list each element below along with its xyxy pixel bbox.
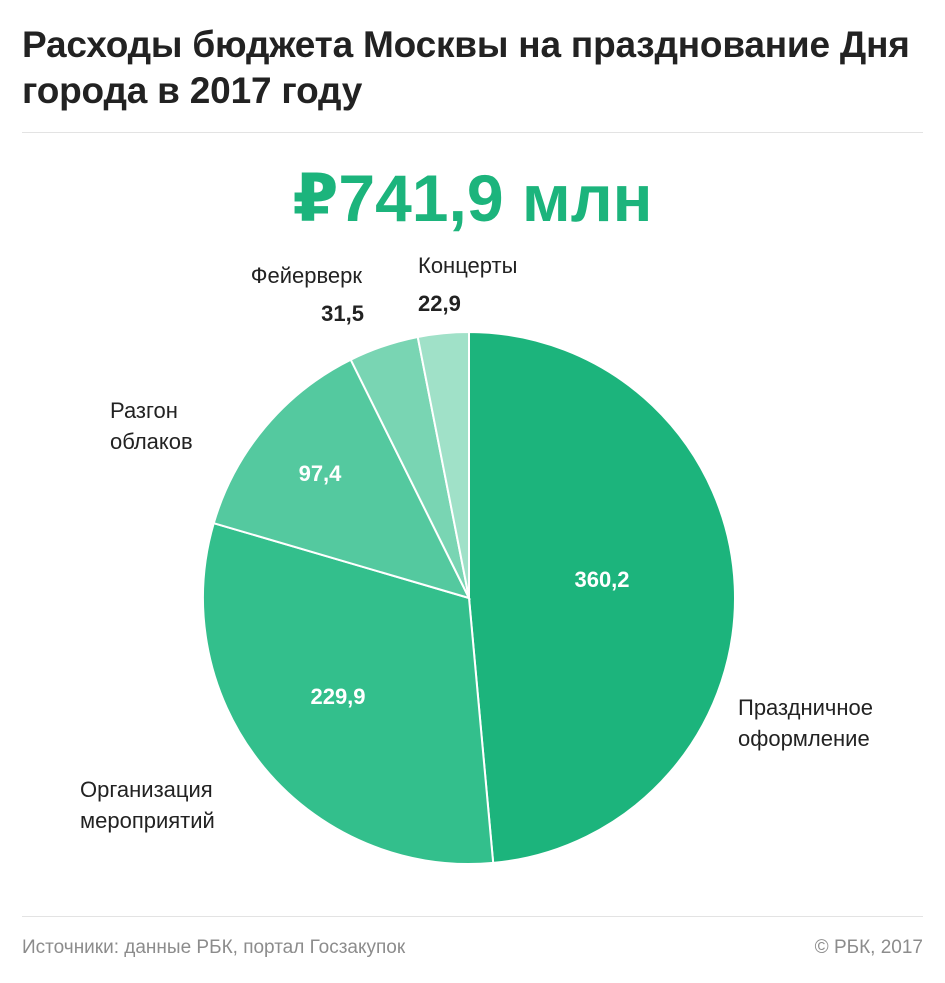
slice-category-label: Организация мероприятий <box>80 777 215 833</box>
slice-category-label: Фейерверк <box>251 263 363 288</box>
pie-slice <box>202 521 495 865</box>
slice-value-label: 97,4 <box>299 461 343 486</box>
total-amount: ₽741,9 млн <box>292 161 653 235</box>
pie-slice <box>416 330 470 599</box>
top-divider <box>22 132 923 133</box>
slice-value-label: 31,5 <box>321 301 364 326</box>
source-note: Источники: данные РБК, портал Госзакупок <box>22 937 406 958</box>
slice-category-label: Праздничное оформление <box>738 695 873 751</box>
slice-category-label: Концерты <box>418 253 517 278</box>
pie-slice <box>212 358 471 600</box>
slice-category-label: Разгон облаков <box>110 398 193 454</box>
slice-value-label: 229,9 <box>310 684 365 709</box>
pie-slice <box>468 330 736 864</box>
bottom-divider <box>22 916 923 917</box>
slice-value-label: 22,9 <box>418 291 461 316</box>
chart-title: Расходы бюджета Москвы на празднование Д… <box>22 24 910 111</box>
copyright-note: © РБК, 2017 <box>814 937 923 958</box>
slice-value-label: 360,2 <box>574 567 629 592</box>
